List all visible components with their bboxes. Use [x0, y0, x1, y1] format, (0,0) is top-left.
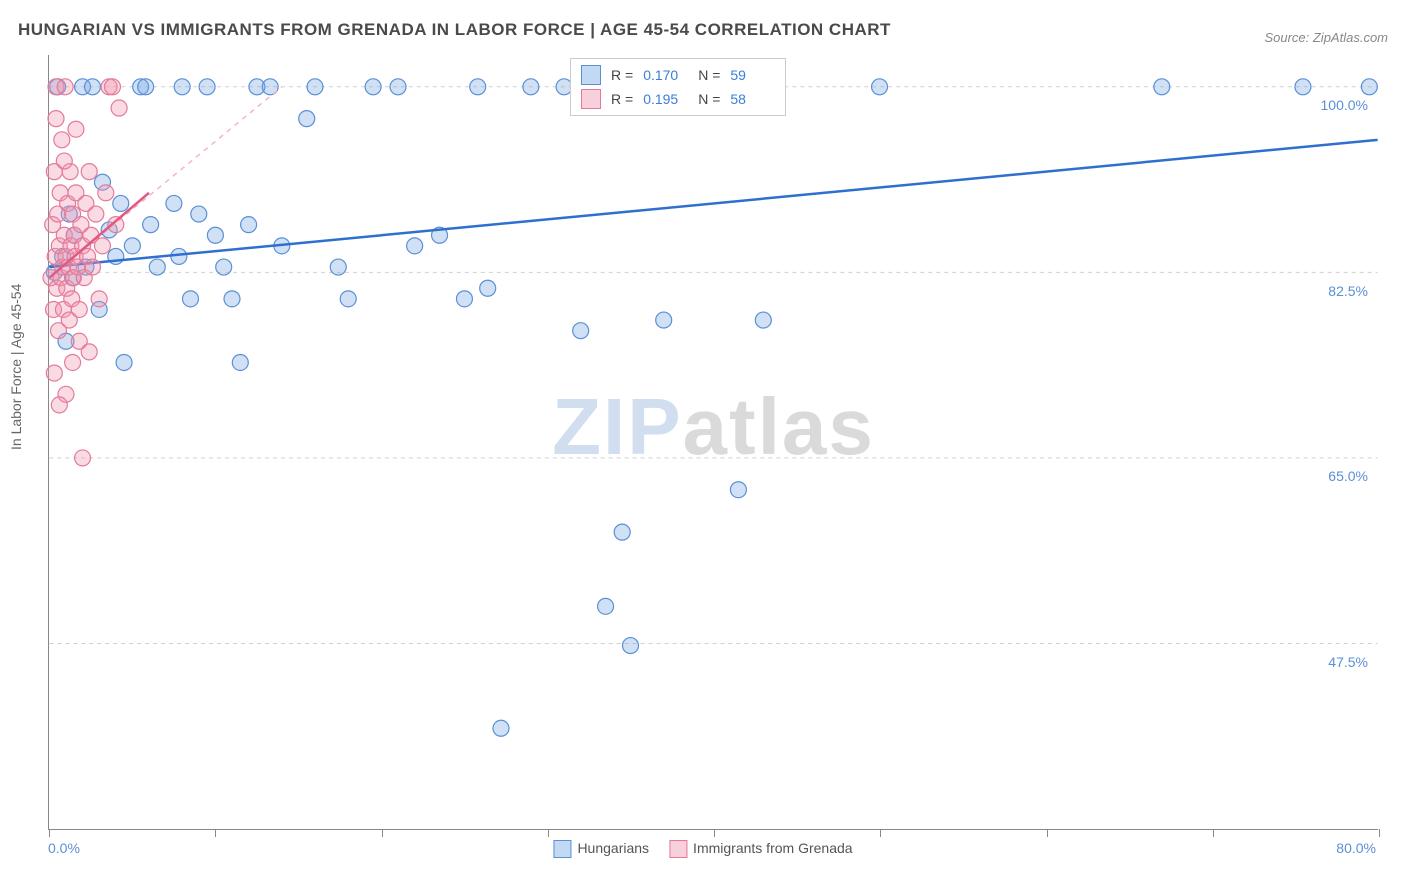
legend-swatch-icon	[581, 89, 601, 109]
legend-item-hungarians: Hungarians	[553, 840, 649, 858]
legend-label: Hungarians	[577, 840, 649, 856]
r-label: R =	[611, 91, 633, 107]
chart-title: HUNGARIAN VS IMMIGRANTS FROM GRENADA IN …	[18, 20, 891, 40]
r-value: 0.170	[643, 67, 688, 83]
x-tick	[49, 829, 50, 837]
n-label: N =	[698, 91, 720, 107]
r-label: R =	[611, 67, 633, 83]
y-tick-label: 82.5%	[1328, 283, 1368, 299]
x-axis-min-label: 0.0%	[48, 840, 80, 856]
n-value: 58	[730, 91, 775, 107]
x-tick	[215, 829, 216, 837]
correlation-row-hungarians: R = 0.170 N = 59	[581, 63, 775, 87]
chart-svg	[49, 55, 1378, 829]
x-tick	[1213, 829, 1214, 837]
n-value: 59	[730, 67, 775, 83]
x-tick	[1047, 829, 1048, 837]
correlation-row-grenada: R = 0.195 N = 58	[581, 87, 775, 111]
x-tick	[1379, 829, 1380, 837]
legend-swatch-icon	[553, 840, 571, 858]
legend-item-grenada: Immigrants from Grenada	[669, 840, 853, 858]
n-label: N =	[698, 67, 720, 83]
legend-swatch-icon	[669, 840, 687, 858]
plot-area: ZIPatlas 47.5%65.0%82.5%100.0%	[48, 55, 1378, 830]
y-tick-label: 65.0%	[1328, 468, 1368, 484]
x-tick	[714, 829, 715, 837]
x-axis-max-label: 80.0%	[1336, 840, 1376, 856]
x-tick	[548, 829, 549, 837]
r-value: 0.195	[643, 91, 688, 107]
source-label: Source: ZipAtlas.com	[1264, 30, 1388, 45]
correlation-legend: R = 0.170 N = 59 R = 0.195 N = 58	[570, 58, 786, 116]
y-axis-label: In Labor Force | Age 45-54	[8, 284, 24, 450]
y-tick-label: 100.0%	[1321, 97, 1368, 113]
legend-label: Immigrants from Grenada	[693, 840, 853, 856]
y-tick-label: 47.5%	[1328, 654, 1368, 670]
legend-swatch-icon	[581, 65, 601, 85]
bottom-legend: Hungarians Immigrants from Grenada	[553, 840, 852, 858]
x-tick	[880, 829, 881, 837]
x-tick	[382, 829, 383, 837]
